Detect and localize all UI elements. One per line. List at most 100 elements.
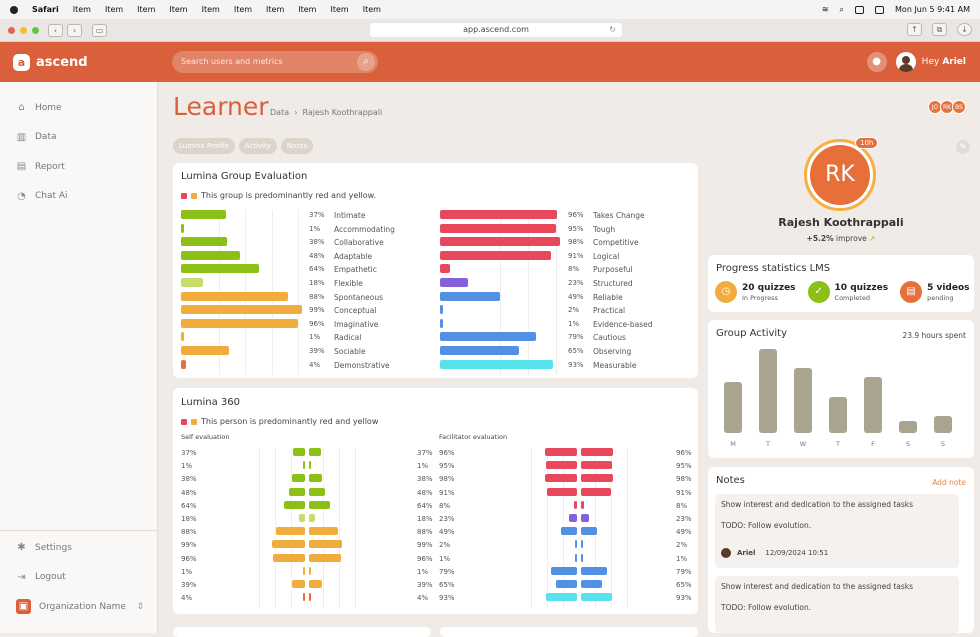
menu-item[interactable]: Item (137, 5, 156, 14)
tab-notes[interactable]: Notes (280, 138, 314, 154)
percent-value: 18% (181, 515, 197, 523)
bar (546, 487, 577, 496)
bell-icon[interactable]: ● (866, 52, 887, 72)
percent-value: 49% (439, 528, 455, 537)
sidebar-item-logout[interactable]: ⇥ Logout (0, 563, 158, 593)
bar (181, 250, 240, 260)
bar (581, 461, 613, 470)
menu-item[interactable]: Safari (32, 5, 59, 14)
assigned-avatars: JO RK BS (928, 100, 966, 114)
zoom-window-icon[interactable] (32, 26, 39, 34)
menu-item[interactable]: Item (362, 5, 381, 14)
user-avatar[interactable] (895, 52, 916, 72)
search-icon[interactable]: ⌕ (357, 53, 375, 71)
bar (272, 540, 305, 549)
trait-label: Logical (593, 251, 620, 261)
bar (309, 527, 339, 536)
sidebar-item-settings[interactable]: ✱ Settings (0, 533, 158, 563)
legend-note: This person is predominantly red and yel… (201, 417, 379, 426)
percent-value: 95% (676, 462, 692, 471)
bar (440, 359, 554, 369)
bar (181, 305, 302, 315)
bar (440, 210, 558, 219)
tab-activity[interactable]: Activity (238, 138, 277, 154)
bar (575, 540, 577, 549)
menu-item[interactable]: Item (104, 5, 124, 14)
tabs-overview-icon[interactable]: ⧉ (932, 23, 947, 36)
battery-icon[interactable] (875, 5, 885, 14)
percent-value: 96% (309, 319, 325, 328)
back-button[interactable]: ‹ (48, 23, 63, 37)
search-icon[interactable]: ⌕ (839, 4, 845, 14)
percent-value: 93% (568, 360, 584, 369)
downloads-icon[interactable]: ↓ (957, 23, 972, 36)
organization-selector[interactable]: ▣ Organization Name ⇕ (0, 592, 158, 622)
bar (181, 264, 260, 274)
bar (545, 461, 577, 470)
card-title: Lumina 360 (181, 397, 240, 408)
sidebar-toggle-icon[interactable]: ▭ (92, 23, 107, 37)
control-center-icon[interactable] (855, 5, 865, 14)
breadcrumb-learner: Rajesh Koothrappali (302, 108, 383, 117)
note-item[interactable]: Show interest and dedication to the assi… (715, 576, 959, 633)
trait-label: Competitive (593, 238, 639, 248)
apple-icon[interactable] (10, 5, 18, 14)
wifi-icon[interactable]: ≋ (821, 5, 829, 14)
bar (292, 580, 305, 588)
sidebar-item-data[interactable]: ▥ Data (0, 123, 157, 153)
bar (581, 580, 603, 588)
note-item[interactable]: Show interest and dedication to the assi… (715, 494, 959, 568)
sidebar-item-home[interactable]: ⌂ Home (0, 93, 157, 123)
percent-value: 96% (676, 449, 692, 457)
bar (574, 500, 577, 509)
menu-item[interactable]: Item (233, 5, 253, 14)
breadcrumb-data[interactable]: Data (270, 108, 290, 117)
bar (303, 461, 305, 470)
percent-value: 4% (309, 360, 321, 369)
avatar[interactable]: BS (952, 100, 966, 114)
reload-icon[interactable]: ↻ (609, 25, 616, 34)
share-icon[interactable]: ↑ (907, 23, 922, 36)
yellow-swatch (191, 192, 197, 199)
bar (544, 474, 577, 483)
trait-label: Flexible (334, 279, 363, 288)
bar (181, 332, 184, 342)
menu-item[interactable]: Item (298, 5, 317, 14)
trait-label: Collaborative (334, 238, 384, 248)
app-header: a ascend Search users and metrics ⌕ ● Hey A… (0, 42, 980, 82)
bar (309, 514, 315, 522)
legend: This person is predominantly red and yel… (181, 417, 378, 426)
bar (440, 278, 469, 287)
percent-value: 91% (568, 251, 584, 260)
page-title: Learner (173, 92, 269, 121)
app-logo[interactable]: a ascend (13, 53, 88, 71)
percent-value: 37% (309, 211, 325, 219)
menu-item[interactable]: Item (169, 5, 188, 14)
bar (569, 514, 577, 522)
minimize-window-icon[interactable] (20, 26, 27, 34)
profile-avatar[interactable]: RK (804, 139, 876, 211)
percent-value: 64% (181, 501, 197, 510)
sidebar-item-chat-ai[interactable]: ◔ Chat Ai (0, 182, 157, 212)
menu-item[interactable]: Item (266, 5, 285, 14)
tab-lumina-profile[interactable]: Lumina Profile (173, 138, 235, 154)
edit-icon[interactable]: ✎ (956, 140, 970, 154)
settings-icon: ✱ (17, 542, 26, 554)
red-swatch (181, 192, 187, 199)
add-note-button[interactable]: Add note (932, 478, 966, 487)
bar (440, 305, 443, 315)
trait-label: Observing (593, 347, 632, 356)
menu-item[interactable]: Item (330, 5, 349, 14)
forward-button[interactable]: › (67, 23, 82, 37)
menu-item[interactable]: Item (72, 5, 91, 14)
address-bar[interactable]: app.ascend.com ↻ (370, 23, 622, 37)
sidebar-item-report[interactable]: ▤ Report (0, 152, 157, 182)
percent-value: 79% (439, 567, 455, 576)
menu-item[interactable]: Item (201, 5, 220, 14)
bar (581, 540, 583, 549)
close-window-icon[interactable] (8, 26, 15, 34)
search-input[interactable]: Search users and metrics ⌕ (172, 51, 378, 73)
tab-bar: Lumina Profile Activity Notes (173, 138, 314, 154)
gridline (531, 448, 532, 608)
gridline (556, 210, 557, 375)
